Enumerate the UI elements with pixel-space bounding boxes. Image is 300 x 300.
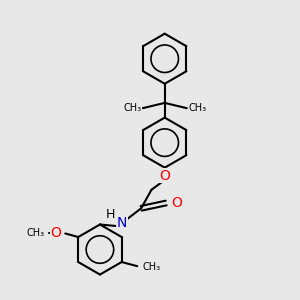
Text: O: O bbox=[172, 196, 182, 210]
Text: H: H bbox=[106, 208, 115, 221]
Text: O: O bbox=[159, 169, 170, 183]
Text: N: N bbox=[117, 216, 127, 230]
Text: CH₃: CH₃ bbox=[123, 103, 141, 113]
Text: CH₃: CH₃ bbox=[142, 262, 160, 272]
Text: O: O bbox=[51, 226, 62, 241]
Text: CH₃: CH₃ bbox=[27, 229, 45, 238]
Text: CH₃: CH₃ bbox=[188, 103, 206, 113]
